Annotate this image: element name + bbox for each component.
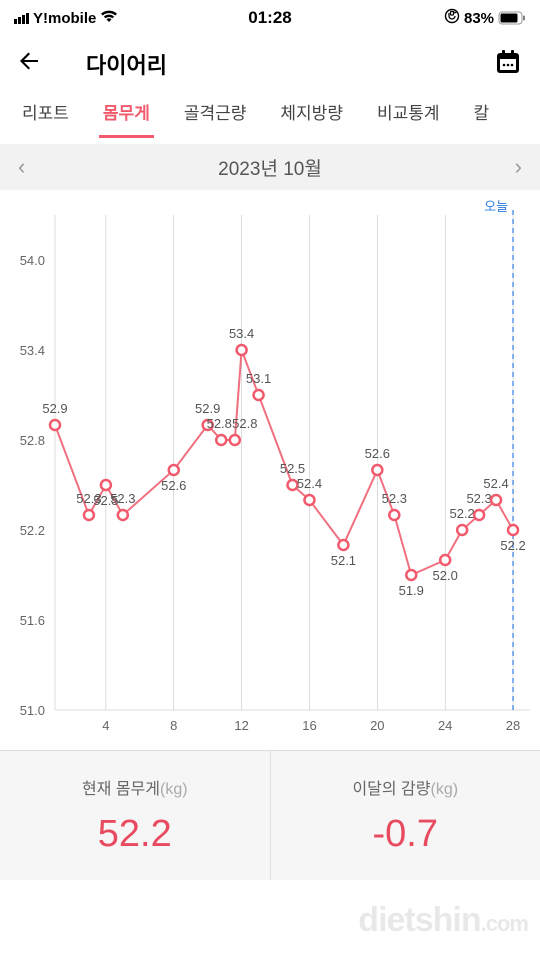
tab-more[interactable]: 칼 — [474, 99, 490, 138]
month-diff-label: 이달의 감량 — [352, 781, 430, 798]
current-weight-label: 현재 몸무게 — [82, 781, 160, 798]
svg-text:52.4: 52.4 — [483, 476, 508, 491]
svg-text:52.8: 52.8 — [20, 433, 45, 448]
svg-text:51.6: 51.6 — [20, 613, 45, 628]
summary-month-diff: 이달의 감량(kg) -0.7 — [270, 751, 540, 880]
svg-text:51.9: 51.9 — [399, 583, 424, 598]
svg-text:52.4: 52.4 — [297, 476, 322, 491]
svg-text:52.9: 52.9 — [195, 401, 220, 416]
tabs: 리포트 몸무게 골격근량 체지방량 비교통계 칼 — [0, 92, 540, 144]
svg-text:24: 24 — [438, 718, 452, 733]
wifi-icon — [100, 9, 118, 27]
svg-text:53.1: 53.1 — [246, 371, 271, 386]
svg-text:8: 8 — [170, 718, 177, 733]
tab-fat[interactable]: 체지방량 — [280, 99, 343, 138]
month-nav: ‹ 2023년 10월 › — [0, 144, 540, 190]
status-bar: Y!mobile 01:28 83% — [0, 0, 540, 36]
svg-text:52.3: 52.3 — [466, 491, 491, 506]
signal-icon — [14, 13, 29, 24]
svg-text:오늘: 오늘 — [484, 199, 508, 214]
svg-text:52.8: 52.8 — [232, 416, 257, 431]
svg-text:28: 28 — [506, 718, 520, 733]
svg-text:53.4: 53.4 — [229, 326, 254, 341]
svg-text:12: 12 — [234, 718, 248, 733]
svg-text:20: 20 — [370, 718, 384, 733]
svg-text:4: 4 — [102, 718, 109, 733]
svg-text:52.1: 52.1 — [331, 553, 356, 568]
weight-chart[interactable]: 4 8 12 16 20 24 28 51.0 51.6 52.2 52.8 53.4 54.0 오늘 52… — [0, 190, 540, 750]
summary-current-weight: 현재 몸무게(kg) 52.2 — [0, 751, 270, 880]
svg-text:52.0: 52.0 — [433, 568, 458, 583]
svg-text:16: 16 — [302, 718, 316, 733]
status-time: 01:28 — [248, 8, 291, 28]
tab-report[interactable]: 리포트 — [22, 99, 69, 138]
svg-text:52.5: 52.5 — [280, 461, 305, 476]
battery-icon — [498, 11, 526, 25]
svg-text:52.2: 52.2 — [20, 523, 45, 538]
header: 다이어리 — [0, 36, 540, 92]
summary: 현재 몸무게(kg) 52.2 이달의 감량(kg) -0.7 — [0, 750, 540, 880]
svg-text:52.3: 52.3 — [110, 491, 135, 506]
month-label: 2023년 10월 — [25, 154, 514, 181]
svg-text:52.9: 52.9 — [42, 401, 67, 416]
svg-text:52.6: 52.6 — [365, 446, 390, 461]
svg-text:51.0: 51.0 — [20, 703, 45, 718]
calendar-icon[interactable] — [494, 48, 522, 81]
tab-compare[interactable]: 비교통계 — [377, 99, 440, 138]
month-diff-value: -0.7 — [373, 813, 438, 856]
svg-text:52.2: 52.2 — [449, 506, 474, 521]
month-diff-unit: (kg) — [430, 781, 458, 798]
svg-text:52.6: 52.6 — [161, 478, 186, 493]
svg-text:52.3: 52.3 — [382, 491, 407, 506]
current-weight-unit: (kg) — [160, 781, 188, 798]
orientation-lock-icon — [444, 8, 460, 28]
tab-muscle[interactable]: 골격근량 — [184, 99, 247, 138]
svg-text:53.4: 53.4 — [20, 343, 45, 358]
svg-text:52.8: 52.8 — [207, 416, 232, 431]
carrier-label: Y!mobile — [33, 10, 96, 27]
page-title: 다이어리 — [86, 48, 167, 80]
svg-text:54.0: 54.0 — [20, 253, 45, 268]
prev-month-button[interactable]: ‹ — [18, 154, 25, 180]
current-weight-value: 52.2 — [98, 813, 172, 856]
tab-weight[interactable]: 몸무게 — [103, 99, 150, 138]
watermark: dietshin.com — [358, 901, 528, 940]
next-month-button[interactable]: › — [515, 154, 522, 180]
back-button[interactable] — [18, 48, 42, 80]
svg-text:52.2: 52.2 — [500, 538, 525, 553]
battery-pct: 83% — [464, 10, 494, 27]
